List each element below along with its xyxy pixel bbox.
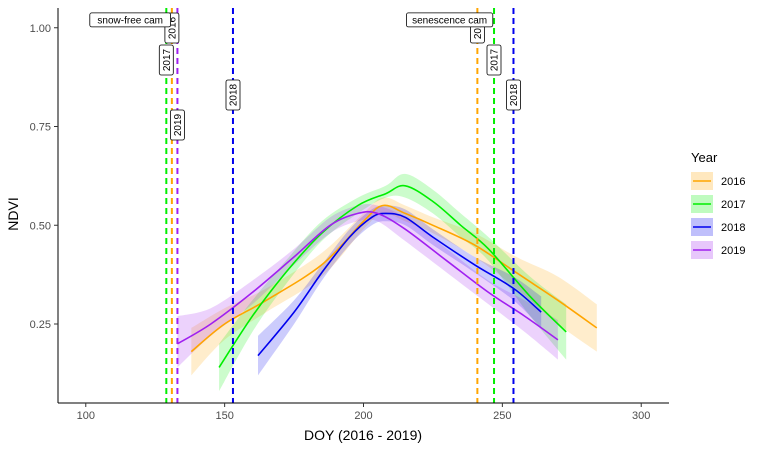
line-2018 [257,212,542,357]
x-tick-label: 150 [215,410,233,422]
vline-label-text: 2016 [167,16,178,39]
vline-label-text: 2017 [490,48,501,71]
annotation-text: senescence cam [412,15,487,26]
x-axis-title: DOY (2016 - 2019) [304,427,422,443]
y-tick-label: 0.25 [30,319,51,331]
annotation-box [89,12,171,28]
series-lines [176,184,598,368]
axis-ticks: 100 150 200 250 300 0.25 0.50 0.75 1.00 [30,23,651,422]
line-2017 [218,184,567,368]
x-tick-label: 250 [493,410,511,422]
y-tick-label: 0.50 [30,220,51,232]
band-2019 [177,204,558,368]
vline-label-box [506,79,521,111]
legend-label: 2017 [721,199,745,211]
line-2019 [176,210,559,345]
vline-label-text: 2019 [173,113,184,136]
vline-label-text: 2017 [162,48,173,71]
legend-item-2018: 2018 [691,218,745,236]
vline-label-2018: 2018 [225,79,241,111]
band-2018 [258,205,542,376]
y-tick-label: 1.00 [30,23,51,35]
legend: Year 2016 2017 2018 2019 [691,150,745,259]
y-axis-title: NDVI [5,197,21,230]
legend-item-2016: 2016 [691,172,745,190]
vline-label-text: 2018 [509,83,520,106]
vline-label-box [169,109,185,141]
x-tick-label: 200 [354,410,372,422]
y-tick-label: 0.75 [30,122,51,134]
legend-title: Year [691,150,718,165]
x-tick-label: 100 [77,410,95,422]
legend-item-2017: 2017 [691,195,745,213]
vline-label-box [158,44,174,76]
band-2016 [191,197,597,376]
vline-label-box [225,79,241,111]
vline-label-2019: 2019 [169,109,185,141]
annotation-text: snow-free cam [97,15,163,26]
vline-label-2017: 2017 [158,44,174,76]
legend-item-2019: 2019 [691,241,745,259]
annotation-box [406,12,494,28]
confidence-bands [177,173,597,392]
vline-label-2017: 2017 [486,44,502,76]
legend-label: 2016 [721,176,745,188]
vline-label-text: 2018 [229,83,240,106]
vline-label-box [486,44,502,76]
vline-label-text: 2016 [473,16,484,39]
x-tick-label: 300 [632,410,650,422]
legend-label: 2019 [721,245,745,257]
annotation-label: senescence cam [406,12,494,28]
annotation-label: snow-free cam [89,12,171,28]
annotations: snow-free cam senescence cam [89,12,494,28]
vline-label-2018: 2018 [506,79,521,111]
legend-label: 2018 [721,222,745,234]
